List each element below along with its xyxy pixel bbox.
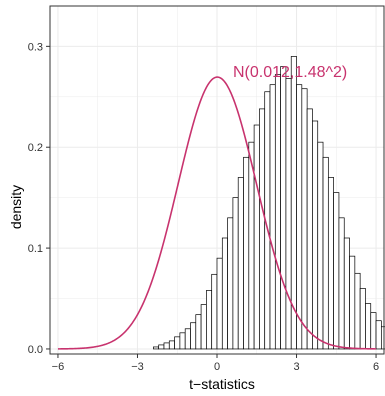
histogram-bar [200,304,207,350]
histogram-bar [163,342,170,350]
histogram-bar [327,177,334,350]
histogram-bar [343,237,350,350]
histogram-bar [375,320,382,350]
y-tick-label: 0.3 [28,41,43,53]
y-axis-title: density [8,185,24,229]
x-tick-label: 0 [214,361,220,373]
histogram-bar [211,273,218,350]
histogram-bar [195,314,202,350]
histogram-bar [312,120,319,350]
histogram-bar [285,78,292,350]
histogram-bar [274,74,281,350]
histogram-bars [153,56,385,350]
histogram-bar [153,346,160,350]
histogram-bar [349,255,356,350]
histogram-bar [333,192,340,350]
histogram-bar [317,141,324,350]
histogram-bar [184,328,191,350]
y-tick-label: 0.2 [28,142,43,154]
histogram-bar [243,156,250,350]
x-axis-title: t−statistics [189,376,255,392]
normal-density-curve [57,76,377,350]
histogram-bar [301,88,308,350]
histogram-bar [354,272,361,350]
x-tick-label: −3 [131,361,144,373]
histogram-bar [280,66,287,350]
y-tick-label: 0.1 [28,243,43,255]
y-axis-ticks: 0.0 0.1 0.2 0.3 [28,41,50,356]
histogram-bar [206,290,213,350]
histogram-bar [190,322,197,350]
histogram-bar [174,336,181,350]
x-axis-ticks: −6 −3 0 3 6 [52,354,379,373]
histogram-bar [179,332,186,350]
histogram-bar [338,217,345,350]
histogram-bar [296,84,303,350]
histogram-bar [359,288,366,350]
histogram-bar [253,124,260,350]
histogram-bar [370,312,377,350]
histogram-bar [259,108,266,350]
y-tick-label: 0.0 [28,344,43,356]
histogram-bar [365,303,372,350]
histogram-bar [237,177,244,350]
histogram-bar [322,156,329,350]
x-tick-label: −6 [52,361,65,373]
histogram-bar [168,340,175,350]
histogram-bar [232,197,239,350]
histogram-bar [158,344,165,350]
histogram-bar [216,257,223,350]
histogram-bar [306,108,313,350]
curve-annotation: N(0.012,1.48^2) [233,64,347,81]
x-tick-label: 3 [293,361,299,373]
histogram-bar [269,84,276,350]
histogram-bar [227,217,234,350]
histogram-bar [221,237,228,350]
x-tick-label: 6 [373,361,379,373]
